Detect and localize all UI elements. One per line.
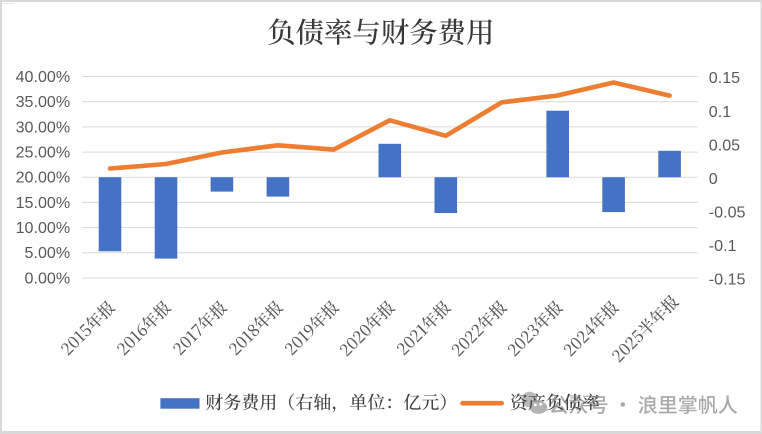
svg-text:35.00%: 35.00% xyxy=(16,93,71,111)
svg-text:-0.1: -0.1 xyxy=(709,237,737,255)
svg-text:30.00%: 30.00% xyxy=(16,118,71,136)
svg-text:20.00%: 20.00% xyxy=(16,169,71,187)
svg-text:0.00%: 0.00% xyxy=(25,269,71,287)
svg-text:5.00%: 5.00% xyxy=(25,244,71,262)
svg-text:25.00%: 25.00% xyxy=(16,144,71,162)
svg-text:-0.05: -0.05 xyxy=(709,204,746,222)
svg-text:-0.15: -0.15 xyxy=(709,271,746,289)
svg-text:0: 0 xyxy=(709,170,718,188)
svg-text:40.00%: 40.00% xyxy=(16,68,71,86)
svg-text:0.1: 0.1 xyxy=(709,103,731,121)
svg-text:15.00%: 15.00% xyxy=(16,194,71,212)
svg-text:0.15: 0.15 xyxy=(709,69,740,87)
svg-text:10.00%: 10.00% xyxy=(16,219,71,237)
svg-text:0.05: 0.05 xyxy=(709,136,740,154)
